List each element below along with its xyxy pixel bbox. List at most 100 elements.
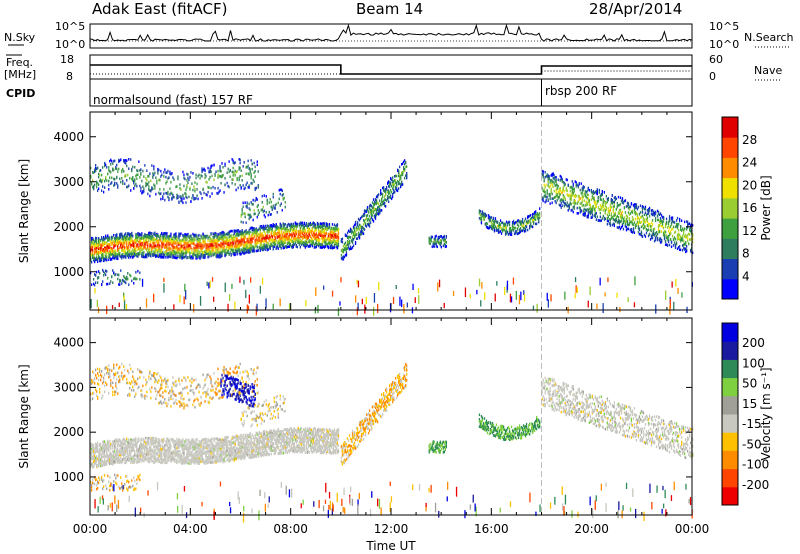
power-cell [506,223,509,227]
power-cell [585,203,587,206]
power-cell [199,251,201,254]
power-cell [140,186,142,190]
power-cell [254,187,256,190]
power-cell [94,168,96,172]
power-cell [530,217,532,221]
power-cell [580,201,582,205]
power-cell [273,241,275,245]
power-cell [570,196,572,200]
power-cell [265,240,267,244]
power-cell [247,230,249,234]
power-cell [149,194,151,198]
power-cell [303,242,305,245]
power-cell [197,238,199,241]
power-cell [216,251,218,254]
power-cell [282,227,284,230]
power-cell [176,251,178,255]
power-cell [277,240,279,243]
power-cell [238,241,240,245]
power-cell [587,211,589,214]
power-cell [354,242,357,245]
power-cell [122,245,124,249]
power-cell [316,235,319,239]
power-cell [247,241,249,244]
power-cell [358,236,361,240]
power-cell [437,238,439,241]
power-cell [96,270,98,274]
power-cell [185,188,187,192]
power-cell [163,171,165,174]
power-cell [250,226,252,230]
power-cell [170,234,172,238]
power-cell [191,241,193,245]
power-cell [201,197,203,200]
power-cell [125,236,127,239]
power-cell [201,250,203,253]
power-cell [315,232,317,235]
power-cell [553,174,555,177]
power-cell [541,186,543,190]
power-cell [265,244,267,248]
power-cell [191,237,193,241]
power-cell [159,254,161,258]
power-cell [265,226,267,230]
power-cell [336,227,339,230]
power-cell [320,243,323,246]
power-cell [126,159,128,162]
power-cell [399,173,401,177]
power-cell [113,184,115,187]
power-cell [183,184,185,188]
power-cell [179,232,181,236]
power-cell [270,234,272,237]
power-cell [142,255,144,259]
power-cell [291,224,293,228]
power-cell [197,244,199,248]
power-cell [583,192,585,195]
power-cell [180,195,182,198]
power-cell [268,226,270,229]
power-cell [151,235,153,239]
power-cell [582,195,584,199]
power-cell [95,164,97,167]
power-cell [375,200,378,203]
power-cell [262,205,264,209]
power-cell [144,244,146,247]
power-cell [491,228,494,231]
power-cell [97,257,99,261]
power-cell [390,182,392,186]
power-cell [103,236,105,239]
power-cell [135,277,137,281]
power-cell [327,245,330,249]
power-cell [561,189,563,193]
power-cell [274,207,276,210]
power-cell [123,255,125,258]
power-cell [547,180,549,183]
power-cell [508,229,511,233]
power-cell [346,241,349,245]
power-cell [492,220,495,223]
power-cell [249,170,251,173]
power-cell [169,246,171,250]
power-cell [519,230,522,233]
power-cell [232,252,234,256]
power-cell [194,233,196,237]
power-cell [575,181,577,184]
power-cell [114,244,116,248]
power-cell [270,225,272,229]
power-cell [359,217,362,220]
power-cell [205,252,207,256]
power-cell [438,236,440,240]
power-cell [200,247,202,250]
power-cell [307,227,309,231]
power-cell [311,234,313,237]
power-cell [198,256,200,259]
power-cell [246,238,248,241]
power-cell [152,187,154,190]
power-cell [222,242,224,245]
power-cell [173,241,175,245]
power-cell [478,217,481,220]
power-cell [374,198,377,201]
power-cell [232,238,234,241]
power-cell [171,196,173,200]
power-cell [244,245,246,248]
